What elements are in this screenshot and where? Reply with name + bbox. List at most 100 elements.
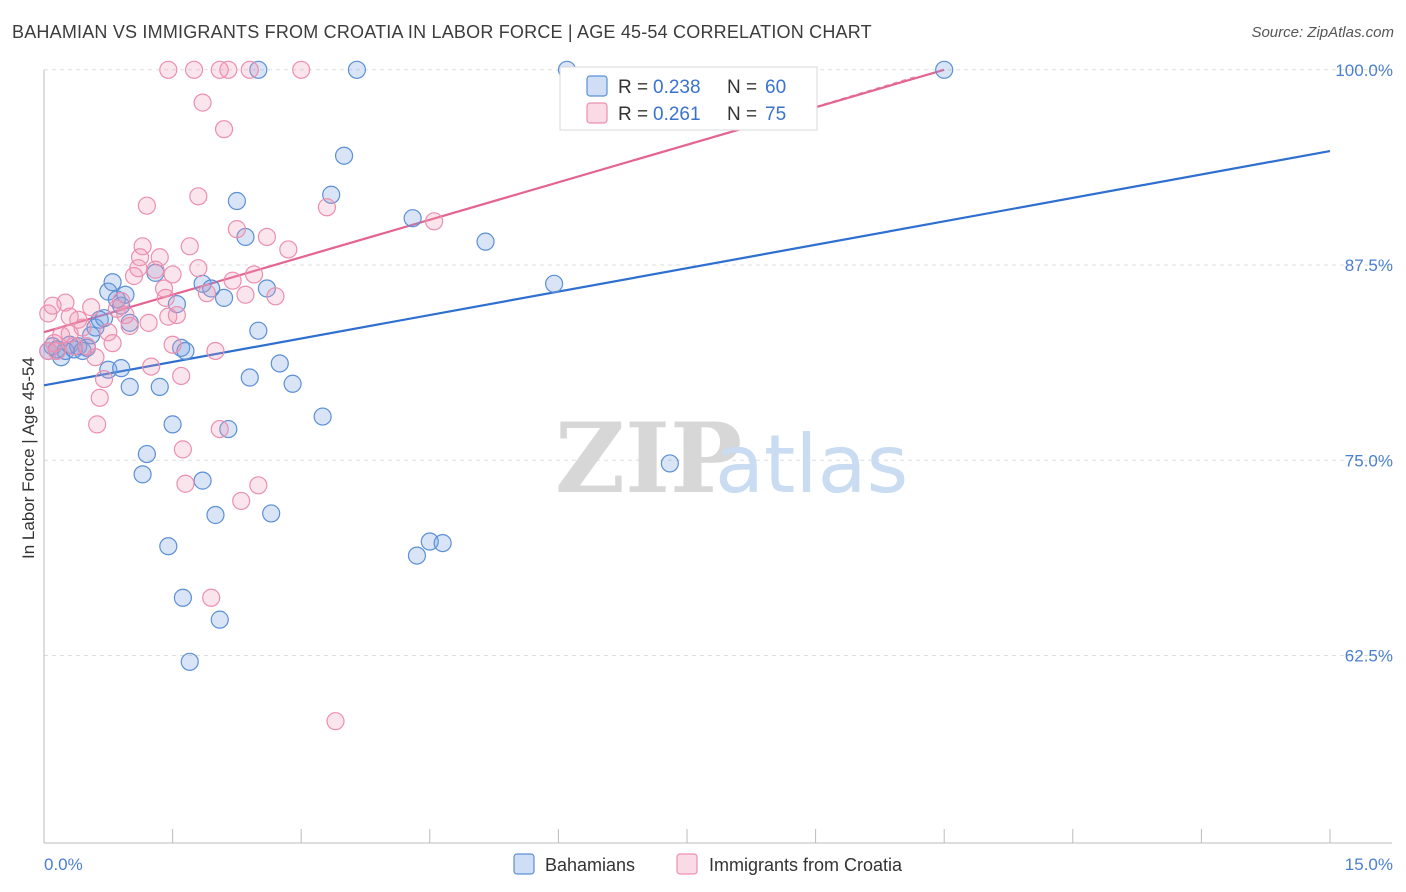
- croatia-point: [244, 265, 264, 284]
- croatia-point: [214, 120, 234, 139]
- croatia-point: [73, 318, 92, 337]
- croatia-point: [167, 305, 186, 325]
- source-credit: Source: ZipAtlas.com: [1251, 24, 1394, 41]
- watermark-zip: ZIP: [555, 402, 742, 515]
- croatia-point: [223, 271, 242, 290]
- croatia-point: [139, 313, 158, 332]
- bahamians-point: [347, 60, 367, 79]
- croatia-point: [64, 337, 84, 356]
- bahamians-point: [173, 588, 192, 607]
- croatia-point: [180, 237, 199, 256]
- croatia-point: [56, 293, 75, 312]
- croatia-point: [154, 279, 174, 298]
- croatia-point: [176, 474, 195, 493]
- croatia-point: [189, 187, 208, 206]
- bahamians-trend-line: [43, 149, 1331, 387]
- bottom-legend-swatch-bahamians: [513, 853, 535, 875]
- bahamians-point: [137, 444, 156, 464]
- croatia-point: [150, 248, 169, 267]
- croatia-point: [202, 588, 221, 607]
- bahamians-point: [283, 374, 302, 393]
- croatia-point: [172, 366, 191, 386]
- bahamians-point: [433, 533, 452, 553]
- croatia-point: [82, 298, 101, 317]
- bahamians-point: [210, 610, 229, 629]
- y-tick-label: 62.5%: [1345, 647, 1393, 666]
- croatia-point: [120, 316, 139, 336]
- croatia-point: [112, 291, 131, 311]
- croatia-point: [232, 491, 251, 511]
- legend-r-value: 0.261: [653, 104, 701, 125]
- x-tick-label: 0.0%: [44, 855, 83, 874]
- croatia-point: [173, 440, 192, 459]
- y-axis-title: In Labor Force | Age 45-54: [19, 357, 38, 559]
- bahamians-point: [103, 273, 122, 292]
- croatia-point: [133, 237, 152, 256]
- bottom-legend-swatch-croatia: [676, 853, 698, 875]
- legend-n-value: 75: [765, 104, 786, 125]
- croatia-point: [103, 334, 122, 353]
- legend-n-label: N =: [727, 104, 757, 125]
- bahamians-point: [313, 407, 332, 426]
- bahamians-point: [193, 471, 212, 490]
- axes: 62.5% 75.0% 87.5% 100.0% 0.0% 15.0% In Labor F…: [19, 61, 1393, 874]
- croatia-point: [163, 335, 182, 354]
- legend-n-label: N =: [727, 77, 757, 98]
- chart-title: BAHAMIAN VS IMMIGRANTS FROM CROATIA IN L…: [12, 22, 872, 42]
- legend-box: [559, 66, 818, 131]
- croatia-point: [163, 265, 182, 284]
- legend-swatch-pink: [586, 102, 608, 124]
- bahamians-point: [112, 359, 131, 378]
- legend-r-value: 0.238: [653, 77, 701, 98]
- bahamians-point: [403, 209, 422, 228]
- croatia-point: [240, 60, 259, 79]
- croatia-point: [266, 287, 285, 306]
- legend-r-label: R =: [618, 104, 648, 125]
- bahamians-point: [214, 288, 234, 307]
- croatia-point: [142, 357, 161, 376]
- croatia-point: [189, 259, 208, 278]
- bahamians-point: [206, 505, 225, 525]
- croatia-point: [184, 60, 204, 79]
- croatia-point: [86, 348, 105, 367]
- bahamians-point: [935, 60, 954, 79]
- y-tick-label: 87.5%: [1345, 256, 1393, 275]
- croatia-point: [326, 712, 345, 731]
- croatia-point: [236, 285, 255, 304]
- croatia-point: [424, 212, 444, 231]
- bottom-legend-croatia: Immigrants from Croatia: [709, 855, 903, 875]
- stats-legend: R = 0.238 N = 60 R = 0.261 N = 75: [559, 66, 818, 131]
- croatia-point: [210, 419, 229, 439]
- bahamians-point: [94, 309, 114, 328]
- croatia-point: [249, 476, 268, 495]
- bahamians-point: [476, 232, 495, 251]
- croatia-point: [99, 323, 118, 342]
- croatia-point: [47, 341, 66, 361]
- bahamians-point: [150, 377, 169, 396]
- croatia-point: [317, 198, 337, 217]
- legend-r-label: R =: [618, 77, 648, 98]
- croatia-point: [130, 248, 150, 267]
- croatia-point: [159, 60, 178, 79]
- bahamians-point: [163, 415, 182, 434]
- croatia-point: [90, 388, 109, 407]
- croatia-point: [156, 288, 175, 307]
- croatia-point: [227, 220, 246, 239]
- croatia-point: [94, 369, 114, 389]
- y-tick-label: 75.0%: [1345, 451, 1393, 470]
- bahamians-point: [660, 454, 679, 473]
- bahamians-point: [240, 368, 259, 387]
- bahamians-point: [120, 377, 139, 396]
- croatia-point: [116, 305, 135, 325]
- bahamians-point: [249, 321, 268, 340]
- croatia-point: [210, 60, 229, 79]
- legend-swatch-blue: [586, 75, 608, 97]
- croatia-point: [88, 415, 107, 434]
- bahamians-point: [227, 191, 246, 211]
- watermark-atlas: atlas: [715, 418, 908, 511]
- bahamians-point: [407, 546, 427, 565]
- bahamians-point: [545, 274, 564, 293]
- bottom-legend-bahamians: Bahamians: [545, 855, 635, 875]
